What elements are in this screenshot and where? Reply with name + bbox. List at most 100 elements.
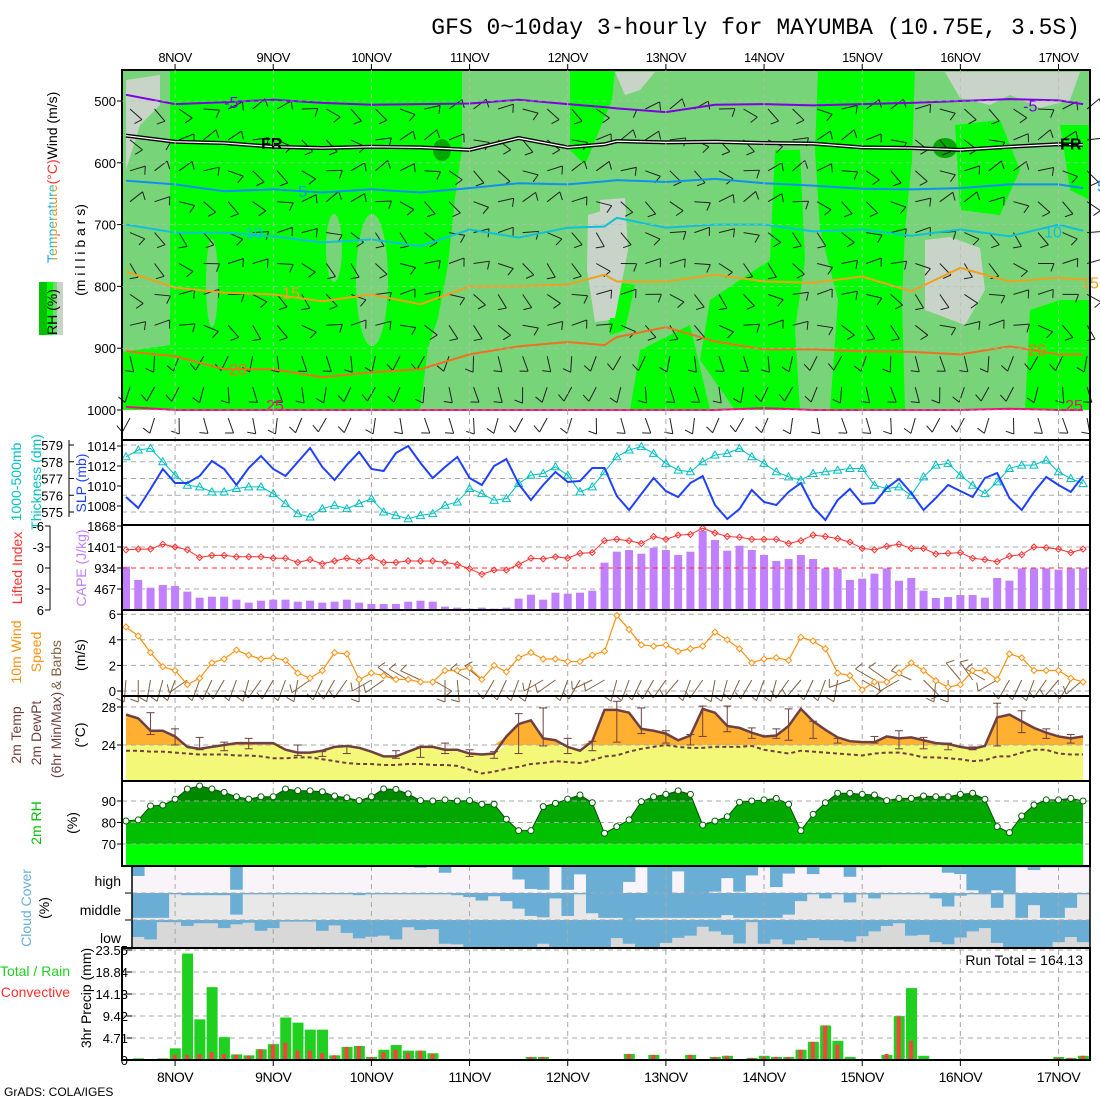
upper-wind-barb-flag <box>552 149 561 155</box>
cloud-bar-high <box>978 866 992 893</box>
temperature-legend: Temperature <box>44 184 60 263</box>
upper-wind-barb <box>596 133 612 141</box>
upper-wind-barb <box>620 129 634 141</box>
rh-band <box>126 801 1084 823</box>
precip-convective-bar <box>405 1052 410 1060</box>
upper-wind-barb-flag <box>1023 205 1030 214</box>
cloud-bar-middle <box>720 893 734 916</box>
precip-convective-bar <box>307 1050 312 1060</box>
wind-barb <box>1025 679 1035 701</box>
upper-wind-barb <box>154 108 166 122</box>
upper-wind-barb-flag <box>1033 432 1043 434</box>
lifted-index-point <box>257 553 265 561</box>
cape-bar <box>1005 580 1014 610</box>
cloud-bar-middle <box>880 893 894 895</box>
cloud-bar-low <box>1064 920 1078 938</box>
upper-wind-barb <box>866 133 882 141</box>
upper-wind-barb <box>154 293 171 297</box>
upper-wind-barb <box>866 232 883 236</box>
rh-point <box>404 790 412 798</box>
upper-wind-barb <box>375 263 388 275</box>
date-label-top: 14NOV <box>744 50 785 65</box>
upper-wind-barb <box>129 165 146 172</box>
upper-wind-barb <box>1037 201 1051 213</box>
upper-wind-barb-flag <box>533 327 539 336</box>
upper-wind-barb-flag <box>525 274 535 279</box>
lifted-index-point <box>318 560 327 568</box>
cape-bar <box>784 559 793 610</box>
lifted-index-point <box>208 551 216 560</box>
upper-wind-barb <box>571 108 583 122</box>
rh-point <box>367 793 375 801</box>
upper-wind-barb <box>227 324 240 338</box>
wind-barb-flag <box>166 684 170 693</box>
upper-wind-barb-flag <box>1055 400 1064 404</box>
thickness-label: 576 <box>41 488 63 503</box>
cloud-bar-middle <box>1015 893 1029 918</box>
upper-wind-barb <box>694 201 711 204</box>
wind-barb <box>833 679 839 702</box>
upper-wind-barb <box>666 356 671 373</box>
upper-wind-barb <box>743 108 758 118</box>
wind-barb <box>167 679 176 701</box>
cape-bar <box>207 596 216 610</box>
rh-band <box>126 785 1084 801</box>
upper-wind-barb <box>841 259 858 264</box>
cloud-band-middle: middle <box>80 902 121 918</box>
wind-barb <box>879 679 900 692</box>
upper-wind-barb-flag <box>862 432 871 434</box>
thickness-point <box>476 488 487 498</box>
lifted-index-point <box>711 529 719 537</box>
upper-wind-barb <box>693 386 701 403</box>
upper-wind-barb-flag <box>669 338 678 342</box>
precip-convective-bar <box>295 1050 300 1060</box>
cloud-bar-middle <box>917 893 930 895</box>
slp-label: 1014 <box>87 439 116 454</box>
thickness-point <box>955 470 966 479</box>
lifted-index-point <box>613 535 621 544</box>
lifted-index-point <box>846 538 854 546</box>
upper-wind-barb-flag <box>270 369 280 373</box>
upper-wind-barb-flag <box>156 120 166 125</box>
upper-wind-barb-flag <box>230 336 239 341</box>
cape-bar <box>379 604 388 610</box>
upper-wind-barb-flag <box>389 321 392 330</box>
wind-speed-point <box>576 657 584 666</box>
upper-wind-barb <box>399 130 414 141</box>
rh-point <box>858 790 866 798</box>
cloud-bar-middle <box>217 893 231 896</box>
rh-point <box>171 795 179 803</box>
precip-convective-bar <box>197 1053 202 1060</box>
upper-wind-barb-flag <box>829 130 833 140</box>
upper-wind-barb-flag <box>129 276 139 280</box>
wind-speed-point <box>294 669 302 677</box>
wind-barb-flag <box>583 682 586 692</box>
upper-wind-barb <box>399 288 416 295</box>
temp-label: 24 <box>102 738 116 753</box>
wind-speed-point <box>748 659 756 667</box>
upper-wind-barb <box>645 130 660 141</box>
upper-wind-barb <box>620 166 637 172</box>
upper-wind-barb-flag <box>882 368 891 373</box>
cape-bar <box>931 597 940 610</box>
cape-bar <box>441 606 450 610</box>
upper-wind-barb-flag <box>872 179 880 186</box>
upper-wind-barb-flag <box>959 370 968 373</box>
temp-label-3: (6hr Min/Max) <box>48 692 64 778</box>
wind-speed-point <box>122 623 130 631</box>
upper-wind-barb <box>718 263 733 273</box>
rh-point <box>294 787 302 795</box>
upper-wind-barb <box>375 137 392 141</box>
lifted-index-point <box>1079 545 1087 553</box>
cloud-bar-low <box>144 920 157 940</box>
upper-wind-barb-flag <box>770 120 779 125</box>
date-label-top: 15NOV <box>842 50 883 65</box>
precip-convective-bar <box>909 1040 914 1060</box>
cloud-bar-low <box>622 920 636 944</box>
upper-wind-barb-flag <box>361 394 368 402</box>
cape-bar <box>1017 568 1026 610</box>
upper-wind-barb-flag <box>535 192 539 201</box>
rh-point <box>920 792 928 800</box>
upper-wind-barb <box>571 263 582 277</box>
lifted-index-point <box>502 566 511 574</box>
